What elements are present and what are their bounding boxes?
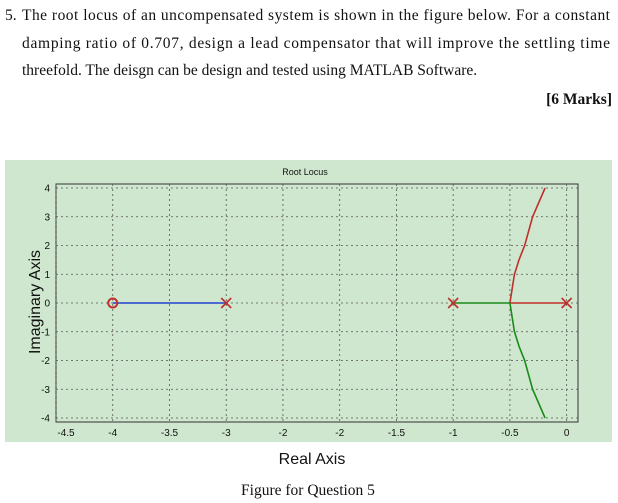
x-tick-label: -2 <box>279 428 288 439</box>
x-tick-label: 0 <box>564 428 570 439</box>
plot: -4 -3 -2 -1 0 1 2 3 4 -4.5 -4 -3.5 -3 -2 -2 -1.5 -1 -0.5 0 <box>41 183 579 439</box>
x-tick-label: -3.5 <box>161 428 179 439</box>
x-tick-label: -1.5 <box>388 428 406 439</box>
y-tick-label: -1 <box>41 327 50 338</box>
question-line: The root locus of an uncompensated syste… <box>22 7 611 24</box>
y-tick-label: 1 <box>44 270 50 281</box>
locus-branch <box>509 187 546 304</box>
question-number: 5. <box>5 7 17 24</box>
x-tick-label: -3 <box>222 428 231 439</box>
question-line: damping ratio of 0.707, design a lead co… <box>22 35 610 52</box>
y-tick-label: 4 <box>44 184 50 195</box>
pole-marker <box>447 297 459 309</box>
marks: [6 Marks] <box>546 91 612 108</box>
y-tick-label: -3 <box>41 385 50 396</box>
y-tick-label: 2 <box>44 241 50 252</box>
y-tick-label: -2 <box>41 356 50 367</box>
caption: Figure for Question 5 <box>241 482 375 499</box>
x-tick-label: -1 <box>449 428 458 439</box>
chart-title: Root Locus <box>282 167 328 177</box>
locus-branch <box>509 302 546 419</box>
y-tick-label: -4 <box>41 414 50 425</box>
pole-marker <box>220 297 232 309</box>
x-tick-label: -0.5 <box>501 428 519 439</box>
x-tick-label: -4 <box>108 428 117 439</box>
y-tick-label: 3 <box>44 212 50 223</box>
x-tick-label: -4.5 <box>57 428 75 439</box>
zero-marker <box>107 297 119 309</box>
y-axis-label: Imaginary Axis <box>27 250 44 354</box>
pole-marker <box>561 297 573 309</box>
question-line: threefold. The deisgn can be design and … <box>22 62 477 79</box>
y-tick-label: 0 <box>44 299 50 310</box>
x-tick-label: -2 <box>335 428 344 439</box>
x-axis-label: Real Axis <box>279 451 346 468</box>
